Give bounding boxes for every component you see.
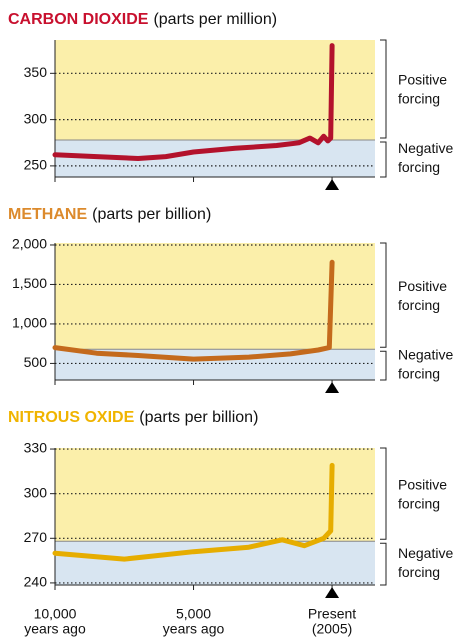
y-tick-label: 300 [24,484,48,500]
negative-bracket [380,141,387,178]
negative-label: Negative [398,545,453,561]
series-line [52,259,335,362]
positive-bracket [380,39,387,139]
x-tick-label: (2005) [312,621,352,637]
positive-region [55,243,375,350]
chart-title: CARBON DIOXIDE (parts per million) [8,11,277,28]
title-main: CARBON DIOXIDE [8,11,149,28]
present-marker [325,179,340,190]
series-line [52,462,335,562]
positive-bracket [380,242,387,348]
y-tick-label: 240 [24,574,48,590]
y-tick-label: 500 [24,354,48,370]
negative-label: Negative [398,346,453,362]
y-tick-label: 1,500 [12,275,47,291]
title-sub: (parts per billion) [92,206,211,223]
positive-label: forcing [398,495,440,511]
positive-region [55,448,375,542]
negative-bracket [380,350,387,381]
positive-bracket [380,447,387,540]
title-main: METHANE [8,206,87,223]
series-line [52,43,335,161]
negative-label: forcing [398,564,440,580]
y-tick-label: 1,000 [12,315,47,331]
title-sub: (parts per billion) [139,409,258,426]
y-tick-label: 330 [24,440,48,456]
y-tick-label: 270 [24,529,48,545]
positive-label: forcing [398,91,440,107]
x-tick-label: years ago [163,621,225,637]
positive-label: Positive [398,476,447,492]
positive-label: Positive [398,72,447,88]
chart-title: METHANE (parts per billion) [8,206,211,223]
title-main: NITROUS OXIDE [8,409,135,426]
y-tick-label: 250 [24,157,48,173]
x-tick-label: years ago [24,621,86,637]
y-tick-label: 350 [24,64,48,80]
present-marker [325,382,340,393]
positive-label: forcing [398,297,440,313]
positive-label: Positive [398,278,447,294]
positive-region [55,40,375,140]
x-tick-label: 10,000 [34,606,77,622]
chart-title: NITROUS OXIDE (parts per billion) [8,409,258,426]
present-marker [325,587,340,598]
title-sub: (parts per million) [153,11,277,28]
y-tick-label: 2,000 [12,236,47,252]
x-tick-label: 5,000 [176,606,211,622]
negative-bracket [380,542,387,586]
x-tick-label: Present [308,606,356,622]
negative-label: forcing [398,365,440,381]
negative-label: forcing [398,159,440,175]
negative-label: Negative [398,140,453,156]
y-tick-label: 300 [24,110,48,126]
